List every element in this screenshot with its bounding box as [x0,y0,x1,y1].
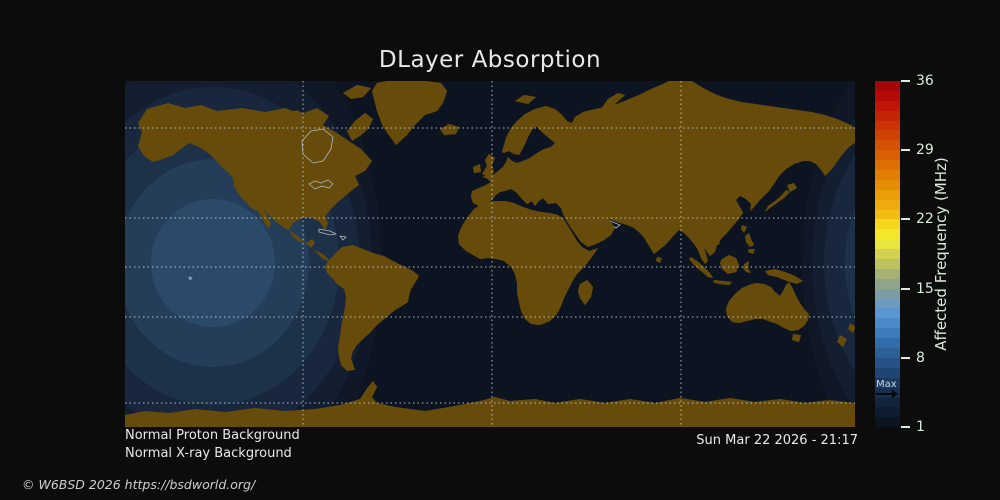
tick-dash [901,356,910,359]
colorbar-tick: 1 [901,419,925,435]
colorbar-step [875,288,900,299]
absorption-ring [845,207,855,319]
tick-dash [901,218,910,221]
tick-dash [901,287,910,290]
absorption-colorbar: Max [875,81,900,428]
max-marker-label: Max [876,378,897,390]
colorbar-tick-labels: 36 29 22 15 8 1 [901,73,971,435]
tick-label: 36 [916,73,934,89]
colorbar-step [875,81,900,91]
proton-background-status: Normal Proton Background [125,428,300,443]
colorbar-step [875,199,900,210]
colorbar-step [875,308,900,319]
max-frequency-marker: Max [876,378,906,398]
colorbar-step [875,110,900,121]
colorbar-step [875,357,900,368]
coastline-extra-features [188,128,347,281]
colorbar-step [875,367,900,378]
hudson-bay-outline [301,128,334,164]
colorbar-step [875,239,900,250]
colorbar-step [875,229,900,240]
colorbar-step [875,160,900,171]
great-lakes-outline [308,179,334,190]
cuba-outline [318,228,337,236]
tick-dash [901,426,910,428]
colorbar-tick: 29 [901,142,934,158]
tick-label: 29 [916,142,934,159]
map-timestamp: Sun Mar 22 2026 - 21:17 [696,433,858,448]
tick-label: 1 [916,419,925,435]
world-map-svg [125,81,855,427]
tick-label: 8 [916,349,925,366]
colorbar-step [875,100,900,111]
tick-dash [901,149,910,152]
colorbar-step [875,318,900,329]
colorbar-step [875,397,900,408]
colorbar-tick: 8 [901,350,925,366]
absorption-ring [151,199,275,327]
colorbar-step [875,170,900,180]
tick-label: 15 [916,280,934,297]
colorbar-step [875,120,900,131]
colorbar-tick: 22 [901,211,934,227]
colorbar-step [875,150,900,161]
max-marker-arrow-icon [876,389,898,398]
colorbar-step [875,348,900,358]
colorbar-step [875,268,900,279]
colorbar-tick: 36 [901,73,934,89]
colorbar-step [875,90,900,101]
colorbar-step [875,189,900,200]
tick-dash [901,80,910,82]
colorbar-tick: 15 [901,281,934,297]
colorbar-axis-label: Affected Frequency (MHz) [932,157,950,351]
pacific-island-dot [188,276,193,281]
colorbar-step [875,328,900,339]
colorbar-step [875,417,900,428]
hispaniola-outline [339,235,347,241]
world-map [125,81,855,427]
colorbar-step [875,249,900,260]
copyright-notice: © W6BSD 2026 https://bsdworld.org/ [22,477,256,492]
colorbar-step [875,338,900,349]
colorbar-step [875,259,900,269]
colorbar-step [875,219,900,230]
colorbar-step [875,387,900,398]
colorbar-step [875,278,900,289]
colorbar-step [875,209,900,220]
colorbar-step [875,140,900,151]
colorbar-step [875,179,900,190]
colorbar-step [875,298,900,309]
tick-label: 22 [916,211,934,228]
colorbar-step [875,377,900,388]
colorbar-step [875,130,900,141]
page-title: DLayer Absorption [378,47,602,73]
graticule-gridlines [125,81,855,427]
xray-background-status: Normal X-ray Background [125,446,292,461]
colorbar-step [875,407,900,418]
